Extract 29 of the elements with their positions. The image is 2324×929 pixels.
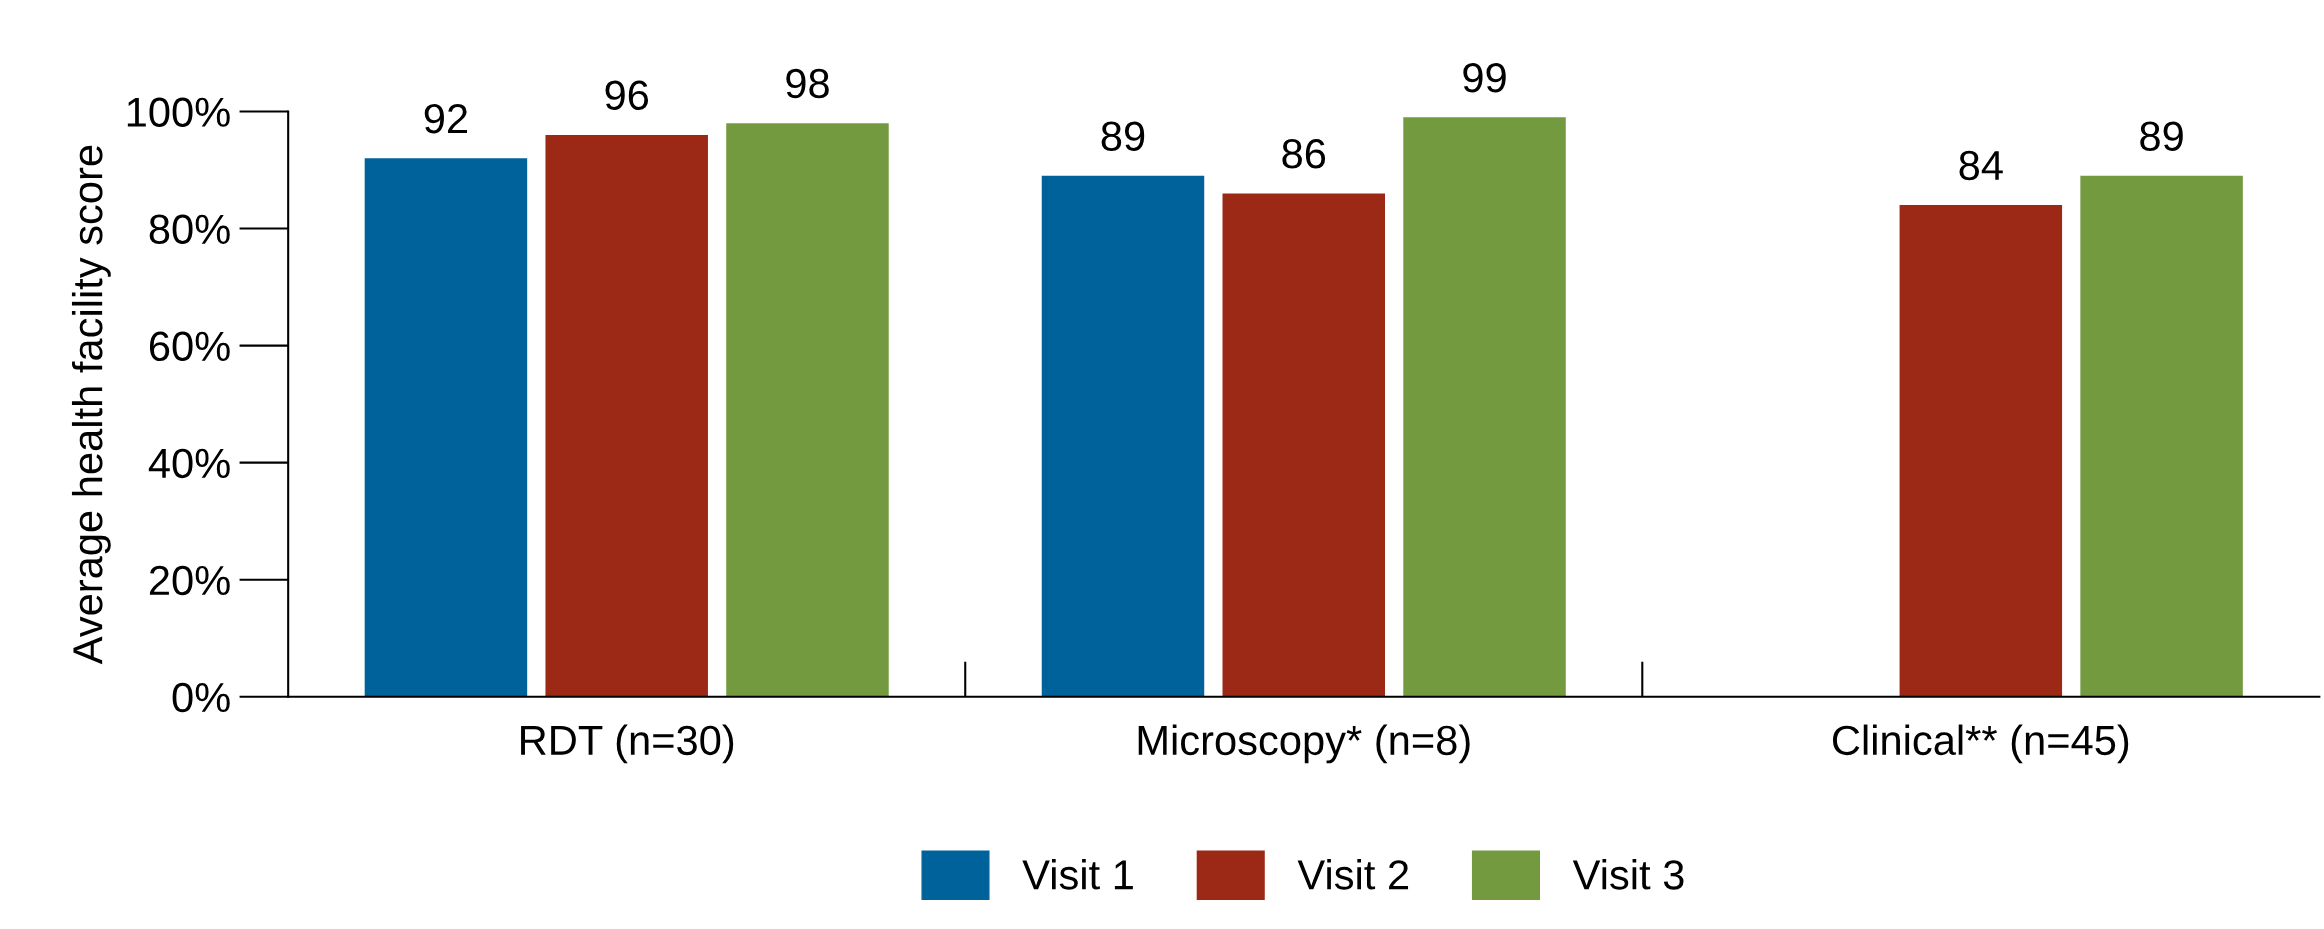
y-tick-label: 60% bbox=[149, 331, 230, 362]
y-tick-label: 20% bbox=[149, 565, 230, 596]
bar bbox=[364, 158, 528, 697]
legend-label: Visit 2 bbox=[1297, 859, 1409, 890]
data-label: 96 bbox=[605, 80, 649, 110]
x-tick-label: Microscopy* (n=8) bbox=[1138, 724, 1470, 764]
y-axis-title: Average health facility score bbox=[71, 145, 111, 665]
x-tick-label: RDT (n=30) bbox=[521, 724, 734, 764]
data-label: 84 bbox=[1959, 150, 2003, 181]
data-label: 89 bbox=[2140, 121, 2183, 151]
bar bbox=[545, 134, 708, 697]
y-tick-label: 40% bbox=[148, 448, 230, 479]
legend-label: Visit 3 bbox=[1572, 859, 1684, 890]
y-tick-label: 80% bbox=[149, 214, 230, 245]
y-tick-label: 100% bbox=[127, 97, 230, 127]
bar bbox=[1222, 193, 1386, 697]
bar bbox=[1041, 175, 1205, 697]
data-label: 92 bbox=[424, 103, 468, 134]
legend-label: Visit 1 bbox=[1022, 859, 1133, 890]
data-label: 89 bbox=[1101, 121, 1145, 151]
data-label: 98 bbox=[786, 68, 829, 99]
x-tick-label: Clinical** (n=45) bbox=[1832, 724, 2129, 764]
bar bbox=[726, 123, 889, 697]
y-tick-label: 0% bbox=[172, 682, 230, 713]
bar bbox=[2080, 175, 2243, 697]
bar bbox=[1899, 205, 2063, 697]
data-label: 86 bbox=[1282, 139, 1326, 169]
data-label: 99 bbox=[1463, 62, 1506, 93]
bar bbox=[1403, 117, 1566, 697]
